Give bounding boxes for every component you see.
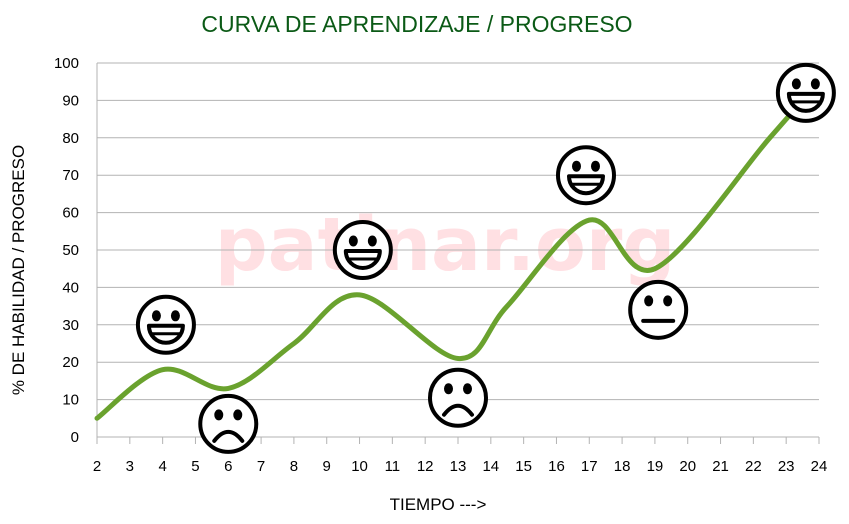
x-tick-20: 20: [679, 458, 696, 475]
x-tick-24: 24: [811, 458, 828, 475]
x-tick-13: 13: [450, 458, 467, 475]
series-lines: [94, 79, 822, 421]
x-axis-title: TIEMPO --->: [390, 495, 487, 514]
y-axis-title: % DE HABILIDAD / PROGRESO: [9, 145, 28, 395]
x-tick-14: 14: [482, 458, 499, 475]
x-tick-5: 5: [191, 458, 199, 475]
y-tick-90: 90: [62, 92, 79, 109]
x-tick-10: 10: [351, 458, 368, 475]
chart-title: CURVA DE APRENDIZAJE / PROGRESO: [201, 11, 632, 37]
y-tick-30: 30: [62, 317, 79, 334]
y-tick-100: 100: [54, 55, 79, 72]
y-tick-40: 40: [62, 279, 79, 296]
x-tick-labels: 2 3 4 5 6 7 8 9 10 11 12 13 14 15 16 17 18 19 20 21 22 23 24: [93, 458, 828, 475]
y-tick-10: 10: [62, 392, 79, 409]
x-tick-16: 16: [548, 458, 565, 475]
x-tick-9: 9: [323, 458, 331, 475]
y-tick-0: 0: [71, 429, 79, 446]
x-tick-19: 19: [647, 458, 664, 475]
sad-face-icon: [428, 367, 488, 428]
x-tick-21: 21: [712, 458, 729, 475]
neutral-face-icon: [628, 279, 689, 340]
x-tick-18: 18: [614, 458, 631, 475]
x-tick-12: 12: [417, 458, 434, 475]
x-tick-8: 8: [290, 458, 298, 475]
y-tick-60: 60: [62, 205, 79, 222]
x-tick-3: 3: [126, 458, 134, 475]
happy-face-icon: [555, 145, 616, 206]
x-tick-7: 7: [257, 458, 265, 475]
annotation-faces: [135, 62, 836, 454]
y-tick-labels: 0 10 20 30 40 50 60 70 80 90 100: [54, 55, 79, 446]
x-tick-22: 22: [745, 458, 762, 475]
y-tick-70: 70: [62, 167, 79, 184]
grid-lines: [96, 62, 820, 444]
x-tick-6: 6: [224, 458, 232, 475]
x-tick-17: 17: [581, 458, 598, 475]
watermark: patinar.org: [215, 202, 676, 288]
x-tick-23: 23: [778, 458, 795, 475]
x-tick-2: 2: [93, 458, 101, 475]
x-tick-11: 11: [385, 458, 401, 475]
y-tick-20: 20: [62, 354, 79, 371]
y-tick-80: 80: [62, 130, 79, 147]
x-tick-4: 4: [158, 458, 166, 475]
y-tick-50: 50: [62, 242, 79, 259]
x-tick-15: 15: [515, 458, 532, 475]
happy-face-icon: [775, 62, 836, 123]
sad-face-icon: [198, 393, 259, 454]
series-line-0: [94, 79, 822, 421]
happy-face-icon: [332, 220, 393, 280]
happy-face-icon: [135, 294, 196, 355]
